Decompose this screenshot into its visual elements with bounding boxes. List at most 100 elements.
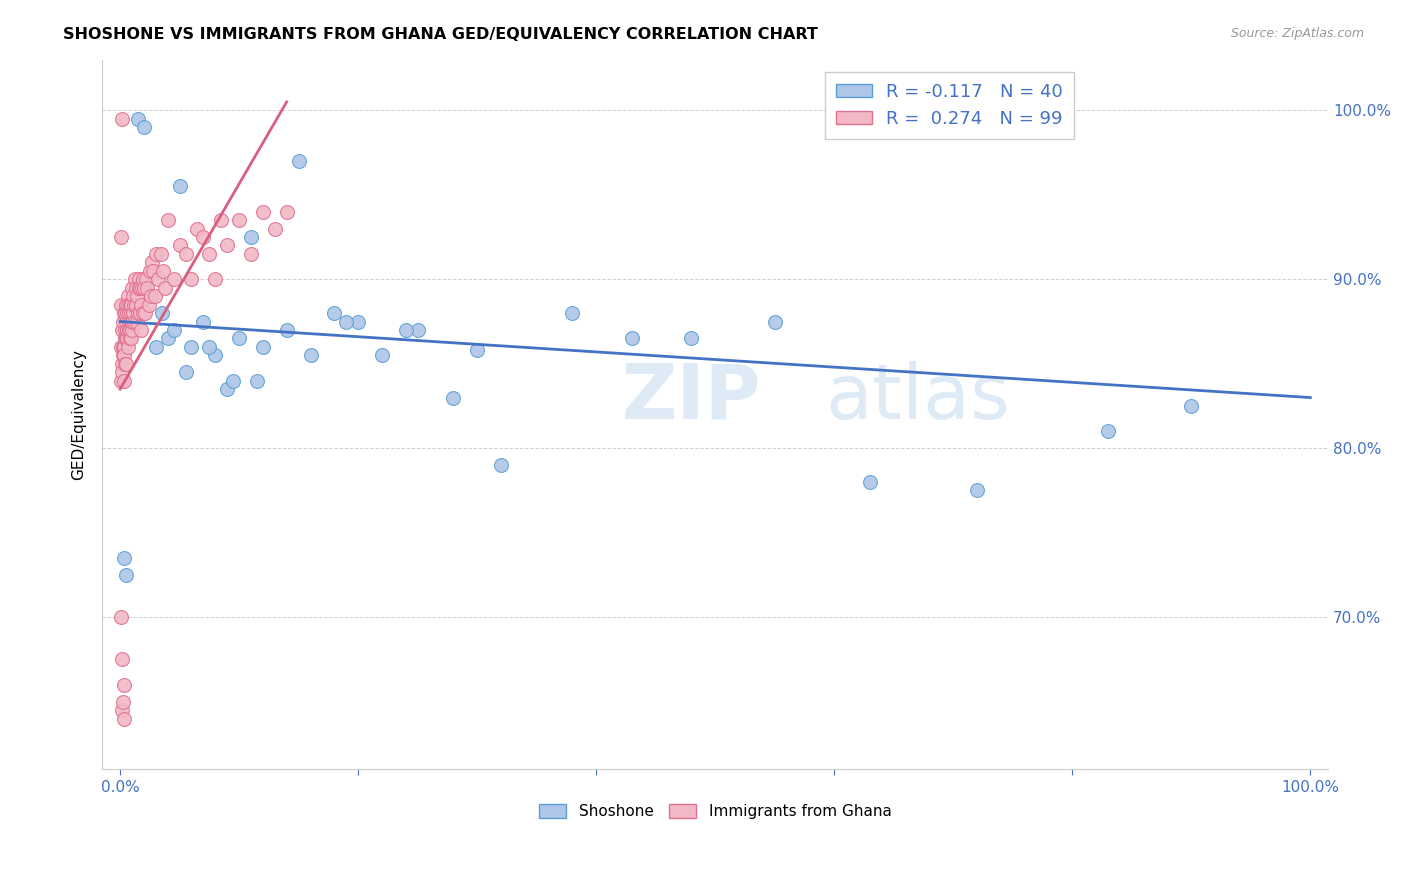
Point	[118, 323, 141, 337]
Point	[198, 247, 221, 261]
Point	[217, 238, 239, 252]
Point	[118, 331, 141, 345]
Point	[121, 323, 143, 337]
Point	[129, 281, 152, 295]
Point	[117, 314, 139, 328]
Point	[263, 221, 285, 235]
Point	[193, 314, 215, 328]
Point	[441, 391, 464, 405]
Point	[115, 568, 138, 582]
Point	[117, 289, 139, 303]
Point	[299, 348, 322, 362]
Point	[115, 331, 138, 345]
Point	[120, 314, 142, 328]
Point	[135, 272, 157, 286]
Point	[117, 297, 139, 311]
Point	[141, 255, 163, 269]
Point	[246, 374, 269, 388]
Point	[115, 323, 138, 337]
Point	[131, 281, 153, 295]
Point	[174, 365, 197, 379]
Text: atlas: atlas	[825, 360, 1010, 434]
Point	[859, 475, 882, 489]
Point	[240, 247, 263, 261]
Point	[121, 306, 143, 320]
Point	[198, 340, 221, 354]
Point	[489, 458, 512, 472]
Point	[121, 314, 143, 328]
Point	[114, 331, 136, 345]
Point	[228, 213, 250, 227]
Point	[120, 297, 142, 311]
Point	[115, 297, 138, 311]
Point	[146, 272, 169, 286]
Point	[132, 272, 155, 286]
Point	[117, 340, 139, 354]
Point	[681, 331, 703, 345]
Point	[117, 323, 139, 337]
Point	[204, 348, 226, 362]
Point	[111, 703, 134, 717]
Point	[204, 272, 226, 286]
Point	[395, 323, 418, 337]
Point	[110, 297, 132, 311]
Point	[620, 331, 643, 345]
Y-axis label: GED/Equivalency: GED/Equivalency	[72, 349, 86, 480]
Point	[561, 306, 583, 320]
Point	[118, 297, 141, 311]
Point	[111, 112, 134, 126]
Point	[193, 230, 215, 244]
Point	[112, 712, 135, 726]
Point	[111, 652, 134, 666]
Point	[132, 120, 155, 135]
Point	[120, 331, 142, 345]
Point	[155, 281, 177, 295]
Point	[114, 357, 136, 371]
Point	[145, 340, 167, 354]
Point	[120, 306, 142, 320]
Point	[162, 272, 184, 286]
Point	[966, 483, 988, 498]
Point	[763, 314, 786, 328]
Point	[209, 213, 232, 227]
Point	[145, 247, 167, 261]
Point	[122, 289, 145, 303]
Point	[139, 264, 162, 278]
Point	[128, 281, 150, 295]
Point	[127, 306, 149, 320]
Point	[240, 230, 263, 244]
Point	[252, 204, 274, 219]
Point	[252, 340, 274, 354]
Point	[323, 306, 346, 320]
Point	[111, 357, 134, 371]
Point	[143, 289, 166, 303]
Point	[136, 281, 159, 295]
Point	[112, 348, 135, 362]
Point	[134, 306, 156, 320]
Point	[110, 374, 132, 388]
Point	[127, 289, 149, 303]
Point	[228, 331, 250, 345]
Point	[276, 204, 298, 219]
Point	[217, 382, 239, 396]
Point	[129, 297, 152, 311]
Point	[138, 297, 160, 311]
Point	[132, 281, 155, 295]
Point	[287, 153, 309, 168]
Point	[152, 264, 174, 278]
Point	[131, 323, 153, 337]
Point	[112, 678, 135, 692]
Point	[111, 323, 134, 337]
Legend: Shoshone, Immigrants from Ghana: Shoshone, Immigrants from Ghana	[533, 798, 897, 825]
Text: ZIP: ZIP	[621, 360, 761, 434]
Point	[110, 230, 132, 244]
Point	[121, 281, 143, 295]
Point	[127, 112, 149, 126]
Point	[110, 610, 132, 624]
Point	[1097, 425, 1119, 439]
Point	[124, 297, 146, 311]
Point	[124, 272, 146, 286]
Point	[128, 272, 150, 286]
Point	[111, 340, 134, 354]
Point	[120, 323, 142, 337]
